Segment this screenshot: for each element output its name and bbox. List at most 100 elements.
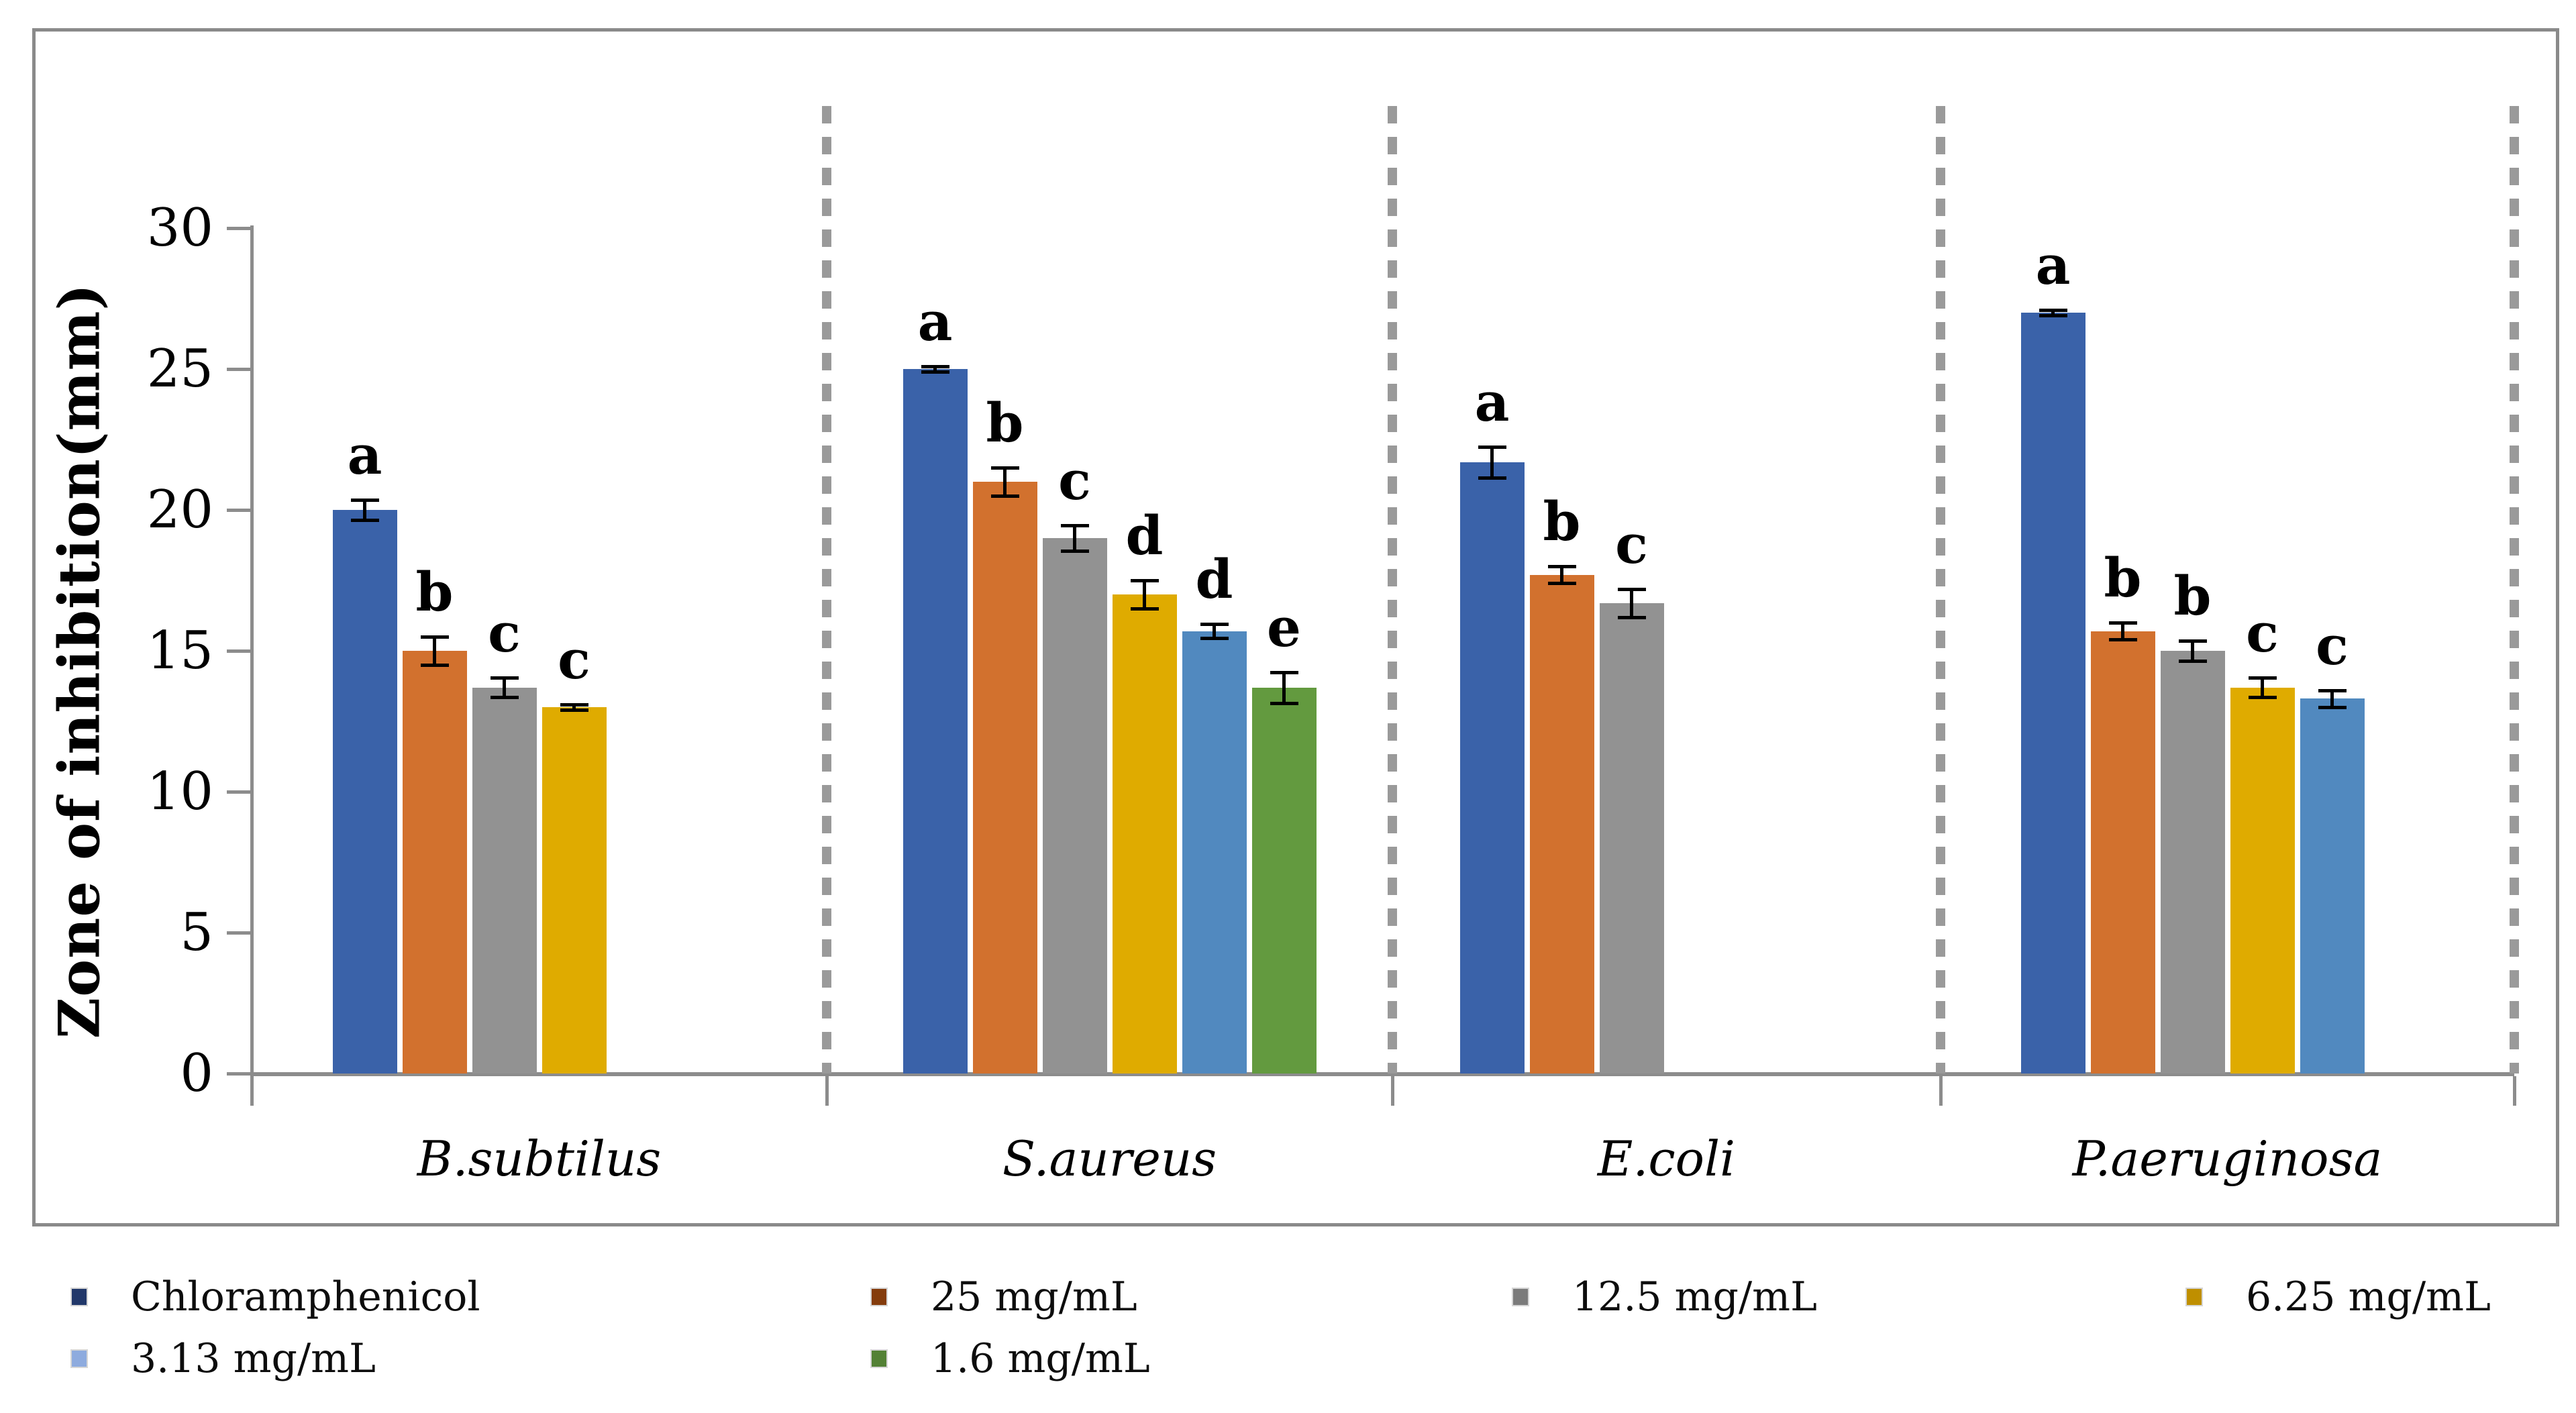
error-bar-whisker (2191, 641, 2194, 661)
y-tick-label: 0 (180, 1043, 213, 1104)
legend-item: 25 mg/mL (870, 1267, 1137, 1327)
error-bar-whisker (363, 500, 366, 520)
bar (1251, 687, 1317, 1074)
error-bar-cap-bottom (1060, 549, 1089, 553)
significance-letter: b (415, 560, 454, 623)
error-bar-whisker (2121, 623, 2124, 640)
legend-swatch (870, 1288, 888, 1306)
error-bar-cap-bottom (350, 518, 379, 522)
error-bar-whisker (1490, 446, 1494, 478)
error-bar-cap-bottom (2248, 696, 2277, 700)
category-separator-dashed-line (2510, 106, 2519, 1074)
chart-frame (32, 28, 2559, 1226)
legend-label: 3.13 mg/mL (131, 1335, 376, 1382)
error-bar-cap-top (560, 702, 588, 706)
legend-label: 12.5 mg/mL (1572, 1273, 1817, 1320)
y-tick-label: 20 (146, 480, 213, 540)
error-bar-whisker (1003, 468, 1007, 496)
significance-letter: c (2316, 613, 2349, 677)
error-bar-cap-top (1547, 565, 1576, 568)
error-bar-cap-top (2248, 676, 2277, 680)
y-tick-label: 10 (146, 762, 213, 822)
error-bar-whisker (572, 704, 576, 711)
bar (903, 369, 968, 1074)
legend-label: Chloramphenicol (131, 1273, 480, 1320)
error-bar-cap-top (1200, 623, 1229, 627)
bar (2090, 631, 2155, 1074)
x-axis-boundary-tick (250, 1076, 254, 1106)
error-bar-cap-top (2039, 308, 2067, 312)
x-axis-boundary-tick (825, 1076, 829, 1106)
error-bar-cap-bottom (1130, 607, 1159, 611)
legend-item: Chloramphenicol (70, 1267, 480, 1327)
x-axis-boundary-tick (1939, 1076, 1943, 1106)
bar (2300, 698, 2365, 1074)
y-axis-tick (227, 227, 252, 230)
legend-swatch (70, 1288, 88, 1306)
significance-letter: d (1125, 504, 1164, 567)
error-bar-cap-top (921, 364, 949, 368)
error-bar-cap-top (1270, 670, 1298, 674)
bar (332, 510, 397, 1074)
error-bar-whisker (1282, 672, 1286, 703)
significance-letter: e (1267, 595, 1301, 659)
category-separator-dashed-line (1388, 106, 1397, 1074)
significance-letter: a (2035, 233, 2071, 297)
category-label: B.subtilus (417, 1131, 662, 1187)
error-bar-cap-bottom (1478, 476, 1506, 480)
category-label: S.aureus (1002, 1131, 1217, 1187)
x-axis-boundary-tick (2513, 1076, 2516, 1106)
error-bar-cap-bottom (990, 494, 1019, 498)
error-bar-cap-bottom (921, 370, 949, 374)
significance-letter: c (558, 627, 590, 691)
error-bar-whisker (1143, 580, 1146, 609)
y-tick-label: 25 (146, 339, 213, 399)
bar (1599, 603, 1664, 1074)
category-separator-dashed-line (1936, 106, 1945, 1074)
category-separator-dashed-line (822, 106, 831, 1074)
y-axis-tick (227, 790, 252, 794)
error-bar-cap-bottom (1270, 701, 1298, 705)
category-label: E.coli (1597, 1131, 1736, 1187)
legend-item: 1.6 mg/mL (870, 1328, 1150, 1389)
legend-item: 12.5 mg/mL (1512, 1267, 1817, 1327)
y-tick-label: 30 (146, 198, 213, 258)
error-bar-whisker (2330, 690, 2334, 707)
error-bar-cap-bottom (1547, 582, 1576, 586)
error-bar-whisker (503, 677, 506, 698)
error-bar-cap-top (1130, 579, 1159, 582)
significance-letter: a (347, 423, 382, 487)
y-axis-tick (227, 1072, 252, 1076)
y-axis-tick (227, 509, 252, 512)
bar (2230, 687, 2295, 1074)
legend-label: 25 mg/mL (931, 1273, 1137, 1320)
error-bar-cap-top (1478, 445, 1506, 449)
bar (2020, 313, 2085, 1074)
error-bar-cap-top (2178, 639, 2207, 643)
error-bar-whisker (1560, 566, 1563, 584)
bar (1529, 574, 1594, 1074)
significance-letter: c (1615, 512, 1648, 576)
category-label: P.aeruginosa (2072, 1131, 2383, 1187)
significance-letter: a (917, 289, 953, 353)
error-bar-cap-bottom (2108, 638, 2137, 642)
significance-letter: d (1195, 547, 1233, 611)
error-bar-whisker (933, 366, 937, 372)
error-bar-cap-bottom (2178, 659, 2207, 663)
error-bar-cap-top (1617, 587, 1646, 591)
legend-swatch (870, 1349, 888, 1368)
x-axis-boundary-tick (1391, 1076, 1394, 1106)
significance-letter: c (2246, 600, 2279, 664)
significance-letter: a (1474, 370, 1510, 433)
error-bar-whisker (433, 637, 436, 665)
bar (1042, 538, 1107, 1074)
bar (1112, 594, 1177, 1074)
significance-letter: c (1058, 449, 1091, 513)
legend-label: 1.6 mg/mL (931, 1335, 1150, 1382)
error-bar-cap-bottom (2039, 314, 2067, 318)
error-bar-cap-bottom (490, 696, 519, 700)
error-bar-cap-bottom (420, 664, 449, 667)
bar (972, 482, 1037, 1074)
bar (472, 687, 537, 1074)
